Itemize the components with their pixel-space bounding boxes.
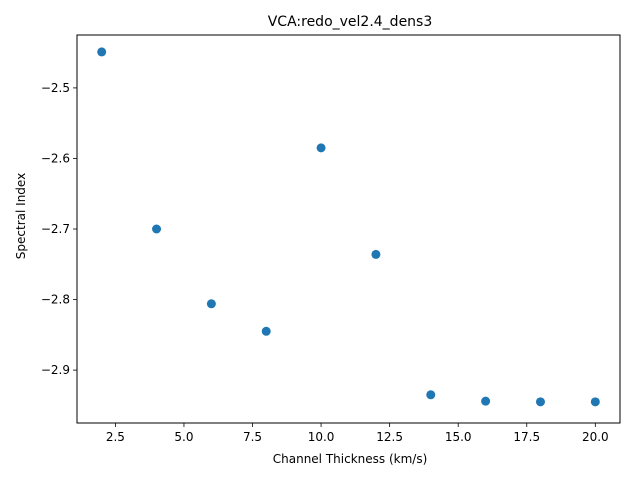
x-tick-label: 7.5	[243, 430, 262, 444]
y-tick-label: −2.7	[41, 222, 70, 236]
data-point	[152, 224, 162, 234]
data-point	[481, 396, 491, 406]
x-tick-label: 10.0	[308, 430, 335, 444]
data-point	[535, 397, 545, 407]
data-point	[371, 249, 381, 259]
x-tick-label: 17.5	[513, 430, 540, 444]
x-tick-label: 20.0	[582, 430, 609, 444]
data-point	[97, 47, 107, 57]
x-tick-label: 15.0	[445, 430, 472, 444]
x-tick-label: 12.5	[376, 430, 403, 444]
y-tick-label: −2.6	[41, 151, 70, 165]
y-tick-label: −2.9	[41, 363, 70, 377]
data-points	[97, 47, 600, 407]
y-tick-label: −2.5	[41, 81, 70, 95]
data-point	[590, 397, 600, 407]
x-axis: 2.5 5.0 7.5 10.0 12.5 15.0 17.5 20.0	[106, 423, 609, 444]
x-tick-label: 5.0	[174, 430, 193, 444]
chart-title: VCA:redo_vel2.4_dens3	[268, 14, 433, 30]
data-point	[426, 390, 436, 400]
y-tick-label: −2.8	[41, 293, 70, 307]
data-point	[316, 143, 326, 153]
y-axis: −2.5 −2.6 −2.7 −2.8 −2.9	[41, 81, 77, 377]
x-tick-label: 2.5	[106, 430, 125, 444]
data-point	[261, 326, 271, 336]
data-point	[206, 299, 216, 309]
y-axis-label: Spectral Index	[14, 173, 28, 259]
x-axis-label: Channel Thickness (km/s)	[273, 452, 428, 466]
